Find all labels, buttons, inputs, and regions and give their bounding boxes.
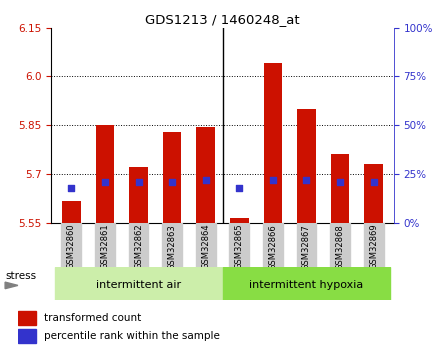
Title: GDS1213 / 1460248_at: GDS1213 / 1460248_at [145, 13, 300, 27]
Bar [364, 164, 383, 223]
Text: GSM32866: GSM32866 [268, 224, 277, 270]
Text: transformed count: transformed count [44, 314, 141, 323]
Text: GSM32868: GSM32868 [336, 224, 344, 270]
Point [202, 178, 209, 183]
Bar [330, 223, 350, 267]
Point [68, 186, 75, 191]
Bar [95, 223, 115, 267]
Bar [331, 154, 349, 223]
Bar [229, 223, 249, 267]
Bar [196, 223, 216, 267]
Bar [163, 131, 182, 223]
Bar [62, 201, 81, 223]
Bar [96, 125, 114, 223]
Text: intermittent air: intermittent air [96, 280, 181, 290]
Text: GSM32867: GSM32867 [302, 224, 311, 270]
Bar [296, 223, 316, 267]
Bar [364, 223, 384, 267]
Bar [263, 223, 283, 267]
Bar [162, 223, 182, 267]
Bar [55, 267, 222, 300]
Point [370, 179, 377, 185]
Text: intermittent hypoxia: intermittent hypoxia [249, 280, 364, 290]
Bar [196, 127, 215, 223]
Text: GSM32865: GSM32865 [235, 224, 244, 269]
Text: percentile rank within the sample: percentile rank within the sample [44, 331, 220, 341]
Bar [18, 329, 36, 343]
Text: GSM32860: GSM32860 [67, 224, 76, 269]
Point [169, 179, 176, 185]
Text: GSM32869: GSM32869 [369, 224, 378, 269]
Bar [129, 167, 148, 223]
Point [269, 178, 276, 183]
Point [303, 178, 310, 183]
Point [135, 179, 142, 185]
Text: stress: stress [5, 270, 36, 280]
Polygon shape [5, 282, 18, 289]
Point [236, 186, 243, 191]
Text: GSM32863: GSM32863 [168, 224, 177, 270]
Point [336, 179, 344, 185]
Bar [222, 267, 390, 300]
Bar [129, 223, 149, 267]
Text: GSM32861: GSM32861 [101, 224, 109, 269]
Bar [18, 311, 36, 325]
Bar [61, 223, 81, 267]
Point [101, 179, 109, 185]
Bar [297, 109, 316, 223]
Text: GSM32864: GSM32864 [201, 224, 210, 269]
Text: GSM32862: GSM32862 [134, 224, 143, 269]
Bar [263, 63, 282, 223]
Bar [230, 218, 249, 223]
